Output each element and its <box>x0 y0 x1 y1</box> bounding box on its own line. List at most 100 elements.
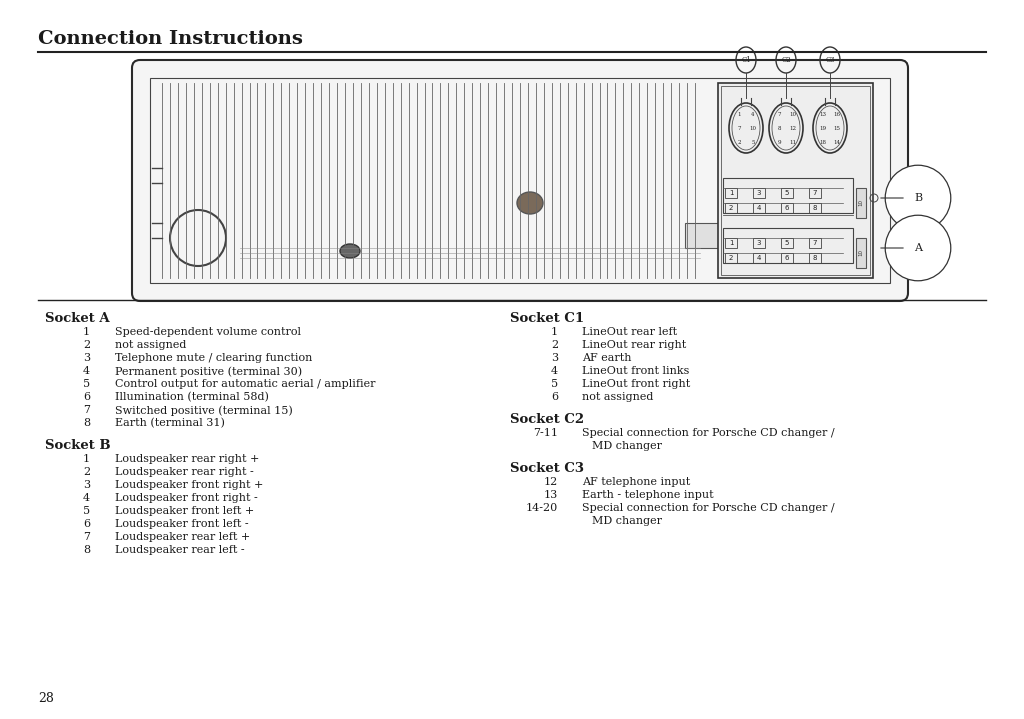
Text: Socket C3: Socket C3 <box>510 462 584 475</box>
Text: 7: 7 <box>83 405 90 415</box>
Text: Special connection for Porsche CD changer /: Special connection for Porsche CD change… <box>582 428 835 438</box>
Bar <box>809 253 821 263</box>
Ellipse shape <box>517 192 543 214</box>
Bar <box>753 203 765 213</box>
Bar <box>150 78 890 283</box>
Bar <box>781 238 793 248</box>
Text: 12: 12 <box>790 126 797 131</box>
Text: 11: 11 <box>790 139 797 145</box>
Text: 2: 2 <box>737 139 740 145</box>
Text: Loudspeaker rear right -: Loudspeaker rear right - <box>115 467 254 477</box>
Text: 9: 9 <box>777 139 781 145</box>
Text: 13: 13 <box>544 490 558 500</box>
Text: 18: 18 <box>819 139 826 145</box>
Bar <box>856 188 866 218</box>
Text: 8: 8 <box>83 418 90 428</box>
Text: 6: 6 <box>784 205 790 211</box>
Text: 28: 28 <box>38 692 54 705</box>
Text: 4: 4 <box>83 493 90 503</box>
Text: 3: 3 <box>83 480 90 490</box>
Text: Speed-dependent volume control: Speed-dependent volume control <box>115 327 301 337</box>
Text: 1: 1 <box>729 240 733 246</box>
Text: 6: 6 <box>784 255 790 261</box>
Bar <box>809 188 821 198</box>
Text: 6: 6 <box>83 392 90 402</box>
Text: B: B <box>914 193 922 203</box>
FancyBboxPatch shape <box>132 60 908 301</box>
Text: Earth - telephone input: Earth - telephone input <box>582 490 714 500</box>
Text: C2: C2 <box>781 56 791 64</box>
Text: Connection Instructions: Connection Instructions <box>38 30 303 48</box>
Text: not assigned: not assigned <box>582 392 653 402</box>
Bar <box>725 203 737 213</box>
Text: 4: 4 <box>757 205 761 211</box>
Text: 5: 5 <box>752 139 755 145</box>
Text: 10: 10 <box>790 111 797 116</box>
Text: 5: 5 <box>551 379 558 389</box>
Text: 4: 4 <box>757 255 761 261</box>
Text: 2: 2 <box>83 467 90 477</box>
Text: 3: 3 <box>83 353 90 363</box>
Text: 4: 4 <box>83 366 90 376</box>
Text: AF telephone input: AF telephone input <box>582 477 690 487</box>
Text: 4: 4 <box>752 111 755 116</box>
Text: MD changer: MD changer <box>592 516 662 526</box>
Text: Earth (terminal 31): Earth (terminal 31) <box>115 418 225 429</box>
Bar <box>781 203 793 213</box>
Text: Loudspeaker front right -: Loudspeaker front right - <box>115 493 258 503</box>
Text: LineOut rear left: LineOut rear left <box>582 327 677 337</box>
Text: 6: 6 <box>551 392 558 402</box>
Text: C3: C3 <box>825 56 835 64</box>
Text: 7: 7 <box>737 126 740 131</box>
Text: 8: 8 <box>813 205 817 211</box>
Text: 15: 15 <box>834 126 841 131</box>
Text: 1: 1 <box>551 327 558 337</box>
Text: 7: 7 <box>777 111 780 116</box>
Text: Loudspeaker rear left +: Loudspeaker rear left + <box>115 532 250 542</box>
Text: 7-11: 7-11 <box>534 428 558 438</box>
Bar <box>781 253 793 263</box>
Bar <box>725 253 737 263</box>
Bar <box>721 86 870 275</box>
Text: 2: 2 <box>729 255 733 261</box>
Text: Loudspeaker rear left -: Loudspeaker rear left - <box>115 545 245 555</box>
Text: 7: 7 <box>83 532 90 542</box>
Text: Loudspeaker front right +: Loudspeaker front right + <box>115 480 263 490</box>
Bar <box>725 188 737 198</box>
Text: 5: 5 <box>784 240 790 246</box>
Text: Socket C1: Socket C1 <box>510 312 584 325</box>
Text: Permanent positive (terminal 30): Permanent positive (terminal 30) <box>115 366 302 377</box>
Text: 2: 2 <box>83 340 90 350</box>
Text: 3: 3 <box>551 353 558 363</box>
Text: 5: 5 <box>83 379 90 389</box>
Bar <box>723 228 853 263</box>
Text: 8: 8 <box>777 126 780 131</box>
Text: AF earth: AF earth <box>582 353 632 363</box>
Text: 8: 8 <box>83 545 90 555</box>
Bar <box>753 253 765 263</box>
Text: 10: 10 <box>858 199 863 206</box>
Text: 1: 1 <box>729 190 733 196</box>
Text: Control output for automatic aerial / amplifier: Control output for automatic aerial / am… <box>115 379 376 389</box>
Ellipse shape <box>340 244 360 258</box>
Text: 10: 10 <box>750 126 757 131</box>
Text: Socket C2: Socket C2 <box>510 413 584 426</box>
Text: Illumination (terminal 58d): Illumination (terminal 58d) <box>115 392 269 403</box>
Text: Switched positive (terminal 15): Switched positive (terminal 15) <box>115 405 293 416</box>
Text: Loudspeaker front left -: Loudspeaker front left - <box>115 519 249 529</box>
Text: Special connection for Porsche CD changer /: Special connection for Porsche CD change… <box>582 503 835 513</box>
Text: LineOut front links: LineOut front links <box>582 366 689 376</box>
Text: Socket B: Socket B <box>45 439 111 452</box>
Text: A: A <box>914 243 922 253</box>
Text: 8: 8 <box>813 255 817 261</box>
Text: 3: 3 <box>757 240 761 246</box>
Bar <box>718 83 873 278</box>
Text: 3: 3 <box>757 190 761 196</box>
Text: 12: 12 <box>544 477 558 487</box>
Bar <box>753 238 765 248</box>
Bar <box>725 238 737 248</box>
Text: 1: 1 <box>737 111 740 116</box>
Text: 13: 13 <box>819 111 826 116</box>
Text: 1: 1 <box>83 327 90 337</box>
Text: 10: 10 <box>858 249 863 257</box>
